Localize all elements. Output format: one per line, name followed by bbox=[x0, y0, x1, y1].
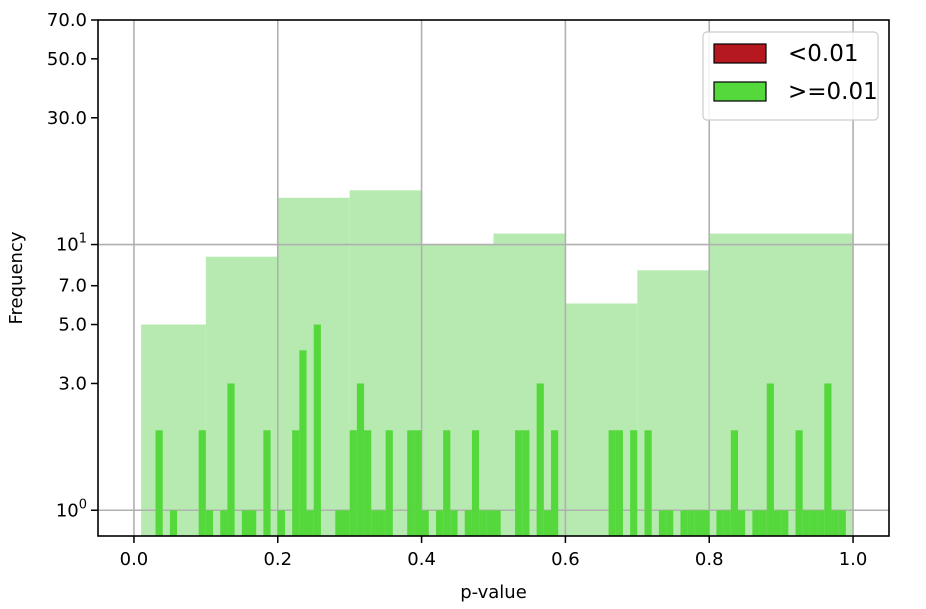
fine-bar bbox=[781, 510, 789, 536]
coarse-bar bbox=[141, 324, 206, 536]
y-tick-label: 70.0 bbox=[47, 10, 87, 31]
fine-bar bbox=[435, 510, 444, 536]
y-tick-label: 101 bbox=[56, 232, 87, 256]
fine-bar bbox=[479, 510, 487, 536]
fine-bar bbox=[694, 510, 703, 536]
fine-bar bbox=[759, 510, 767, 536]
fine-bar bbox=[824, 383, 832, 536]
axes: 0.0 0.2 0.4 0.6 0.8 1.0 100 3.0 5.0 7.0 101 30.0 50.… bbox=[47, 10, 890, 570]
legend-swatch bbox=[713, 81, 767, 102]
fine-bar bbox=[421, 510, 429, 536]
fine-bar bbox=[608, 430, 616, 536]
y-tick-label: 100 bbox=[56, 497, 87, 521]
fine-bar bbox=[658, 510, 667, 536]
legend: <0.01 >=0.01 bbox=[702, 31, 879, 121]
y-tick-label: 3.0 bbox=[58, 373, 87, 394]
fine-bar bbox=[407, 430, 415, 536]
fine-bar bbox=[630, 430, 638, 536]
fine-bar bbox=[543, 510, 552, 536]
fine-bar bbox=[730, 430, 738, 536]
fine-bar bbox=[364, 430, 372, 536]
fine-bar bbox=[716, 510, 724, 536]
y-axis-label: Frequency bbox=[6, 231, 27, 324]
fine-bar bbox=[450, 510, 458, 536]
fine-bar bbox=[486, 510, 494, 536]
y-tick-label: 7.0 bbox=[58, 276, 87, 297]
fine-bar bbox=[680, 510, 688, 536]
x-tick-label: 0.4 bbox=[407, 549, 436, 570]
fine-bar bbox=[838, 510, 846, 536]
fine-bar bbox=[169, 510, 178, 536]
x-tick-label: 0.6 bbox=[551, 549, 580, 570]
coarse-bar bbox=[565, 303, 638, 536]
fine-bar bbox=[802, 510, 810, 536]
fine-bar bbox=[773, 510, 782, 536]
fine-bar bbox=[292, 430, 300, 536]
fine-bar bbox=[551, 430, 559, 536]
fine-bar bbox=[737, 510, 746, 536]
coarse-bar bbox=[421, 244, 494, 536]
fine-bar bbox=[809, 510, 818, 536]
fine-bar bbox=[205, 510, 214, 536]
fine-bar bbox=[752, 510, 760, 536]
fine-bar bbox=[263, 430, 271, 536]
fine-bar bbox=[313, 324, 321, 536]
fine-bar bbox=[536, 383, 544, 536]
fine-bar bbox=[644, 430, 652, 536]
fine-bar bbox=[414, 430, 422, 536]
fine-bar bbox=[371, 510, 379, 536]
y-tick-label: 5.0 bbox=[58, 315, 87, 336]
fine-bar bbox=[795, 430, 803, 536]
fine-bar bbox=[241, 510, 250, 536]
fine-bar bbox=[349, 430, 357, 536]
x-tick-label: 1.0 bbox=[839, 549, 868, 570]
legend-label: <0.01 bbox=[788, 41, 858, 67]
fine-bar bbox=[443, 430, 451, 536]
fine-bar bbox=[378, 510, 386, 536]
legend-label: >=0.01 bbox=[788, 79, 878, 105]
fine-bar bbox=[687, 510, 695, 536]
fine-bar bbox=[227, 383, 235, 536]
fine-bar bbox=[615, 430, 623, 536]
fine-bar bbox=[817, 510, 825, 536]
fine-bar bbox=[493, 510, 501, 536]
fine-bar bbox=[515, 430, 523, 536]
y-tick-label: 50.0 bbox=[47, 49, 87, 70]
fine-bar bbox=[198, 430, 206, 536]
fine-bar bbox=[342, 510, 350, 536]
fine-bar bbox=[306, 510, 314, 536]
fine-bar bbox=[831, 510, 839, 536]
x-tick-label: 0.0 bbox=[120, 549, 149, 570]
fine-bar bbox=[335, 510, 343, 536]
fine-bar bbox=[155, 430, 163, 536]
fine-bar bbox=[220, 510, 228, 536]
fine-bar bbox=[356, 383, 365, 536]
fine-bar bbox=[702, 510, 710, 536]
y-tick-label: 30.0 bbox=[47, 108, 87, 129]
fine-bar bbox=[249, 510, 257, 536]
fine-bar bbox=[666, 510, 674, 536]
fine-bar bbox=[723, 510, 731, 536]
fine-bar bbox=[522, 430, 530, 536]
legend-swatch bbox=[713, 43, 767, 64]
fine-bar bbox=[471, 430, 480, 536]
fine-bar bbox=[766, 383, 774, 536]
plot-area bbox=[98, 20, 889, 537]
x-axis-label: p-value bbox=[460, 582, 527, 603]
x-tick-label: 0.2 bbox=[263, 549, 292, 570]
fine-bar bbox=[299, 350, 307, 536]
fine-bar bbox=[385, 430, 393, 536]
fine-bar bbox=[464, 510, 472, 536]
fine-bar bbox=[277, 510, 285, 536]
axes-frame bbox=[97, 19, 890, 537]
x-tick-label: 0.8 bbox=[695, 549, 724, 570]
